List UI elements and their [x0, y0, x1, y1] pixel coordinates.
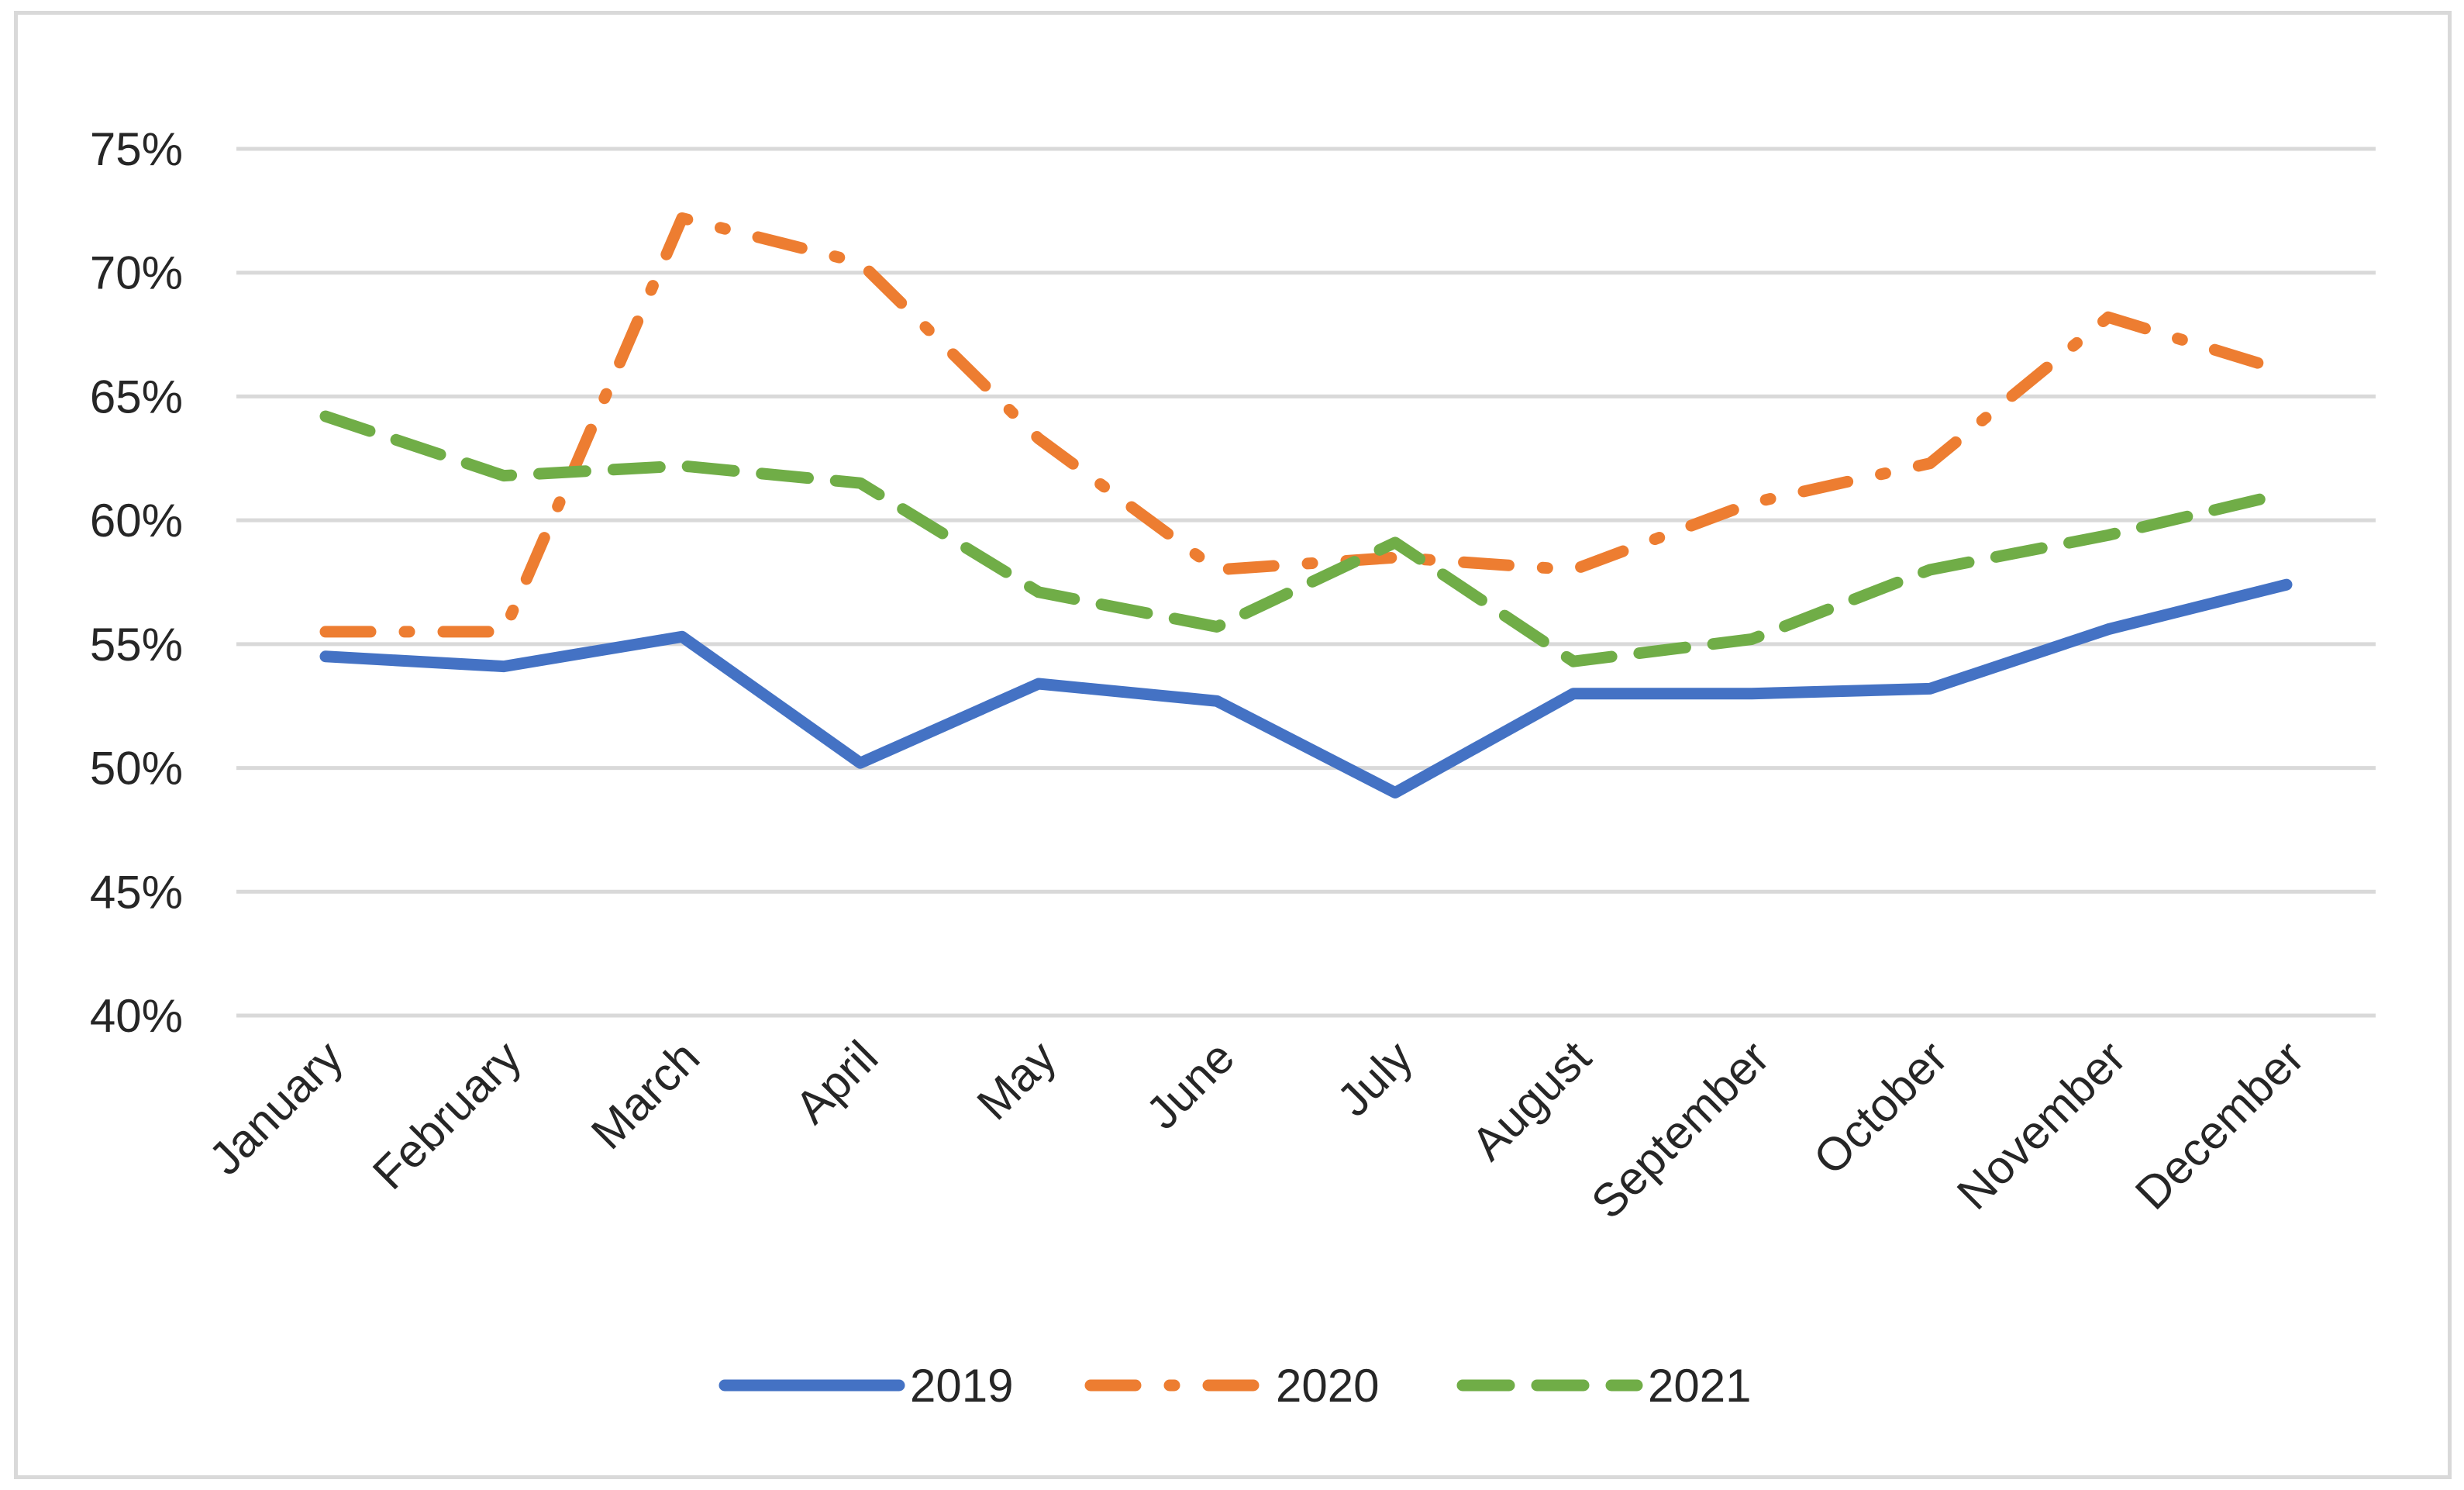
x-tick-label: December	[2125, 1031, 2314, 1219]
x-tick-label: July	[1327, 1031, 1422, 1126]
legend-label-2019: 2019	[910, 1360, 1013, 1412]
x-tick-label: August	[1462, 1031, 1601, 1171]
x-tick-label: November	[1947, 1031, 2135, 1219]
legend-label-2021: 2021	[1648, 1360, 1751, 1412]
x-tick-label: January	[199, 1031, 353, 1185]
y-tick-label: 65%	[90, 371, 183, 423]
x-tick-label: May	[967, 1031, 1067, 1130]
series-line-2021	[319, 410, 2293, 667]
x-tick-label: February	[363, 1031, 531, 1199]
x-axis-ticks: January February March April May June July Augu…	[199, 1031, 2314, 1229]
chart-frame	[14, 11, 2452, 1479]
y-tick-label: 50%	[90, 743, 183, 795]
x-tick-label: June	[1136, 1031, 1244, 1139]
series-lines	[319, 212, 2293, 798]
x-tick-label: September	[1581, 1031, 1779, 1229]
y-tick-label: 55%	[90, 619, 183, 671]
y-tick-label: 70%	[90, 247, 183, 299]
y-axis-ticks: 40% 45% 50% 55% 60% 65% 70% 75%	[90, 123, 183, 1042]
series-line-2020	[319, 212, 2293, 638]
y-tick-label: 60%	[90, 495, 183, 547]
series-line-2019	[319, 578, 2293, 798]
gridlines	[236, 147, 2376, 1018]
y-tick-label: 40%	[90, 990, 183, 1042]
legend-label-2020: 2020	[1276, 1360, 1379, 1412]
x-tick-label: October	[1804, 1031, 1957, 1185]
x-tick-label: March	[581, 1031, 709, 1159]
y-tick-label: 45%	[90, 866, 183, 918]
y-tick-label: 75%	[90, 123, 183, 175]
x-tick-label: April	[785, 1031, 887, 1133]
legend: 2019 2020 2021	[719, 1360, 1751, 1412]
